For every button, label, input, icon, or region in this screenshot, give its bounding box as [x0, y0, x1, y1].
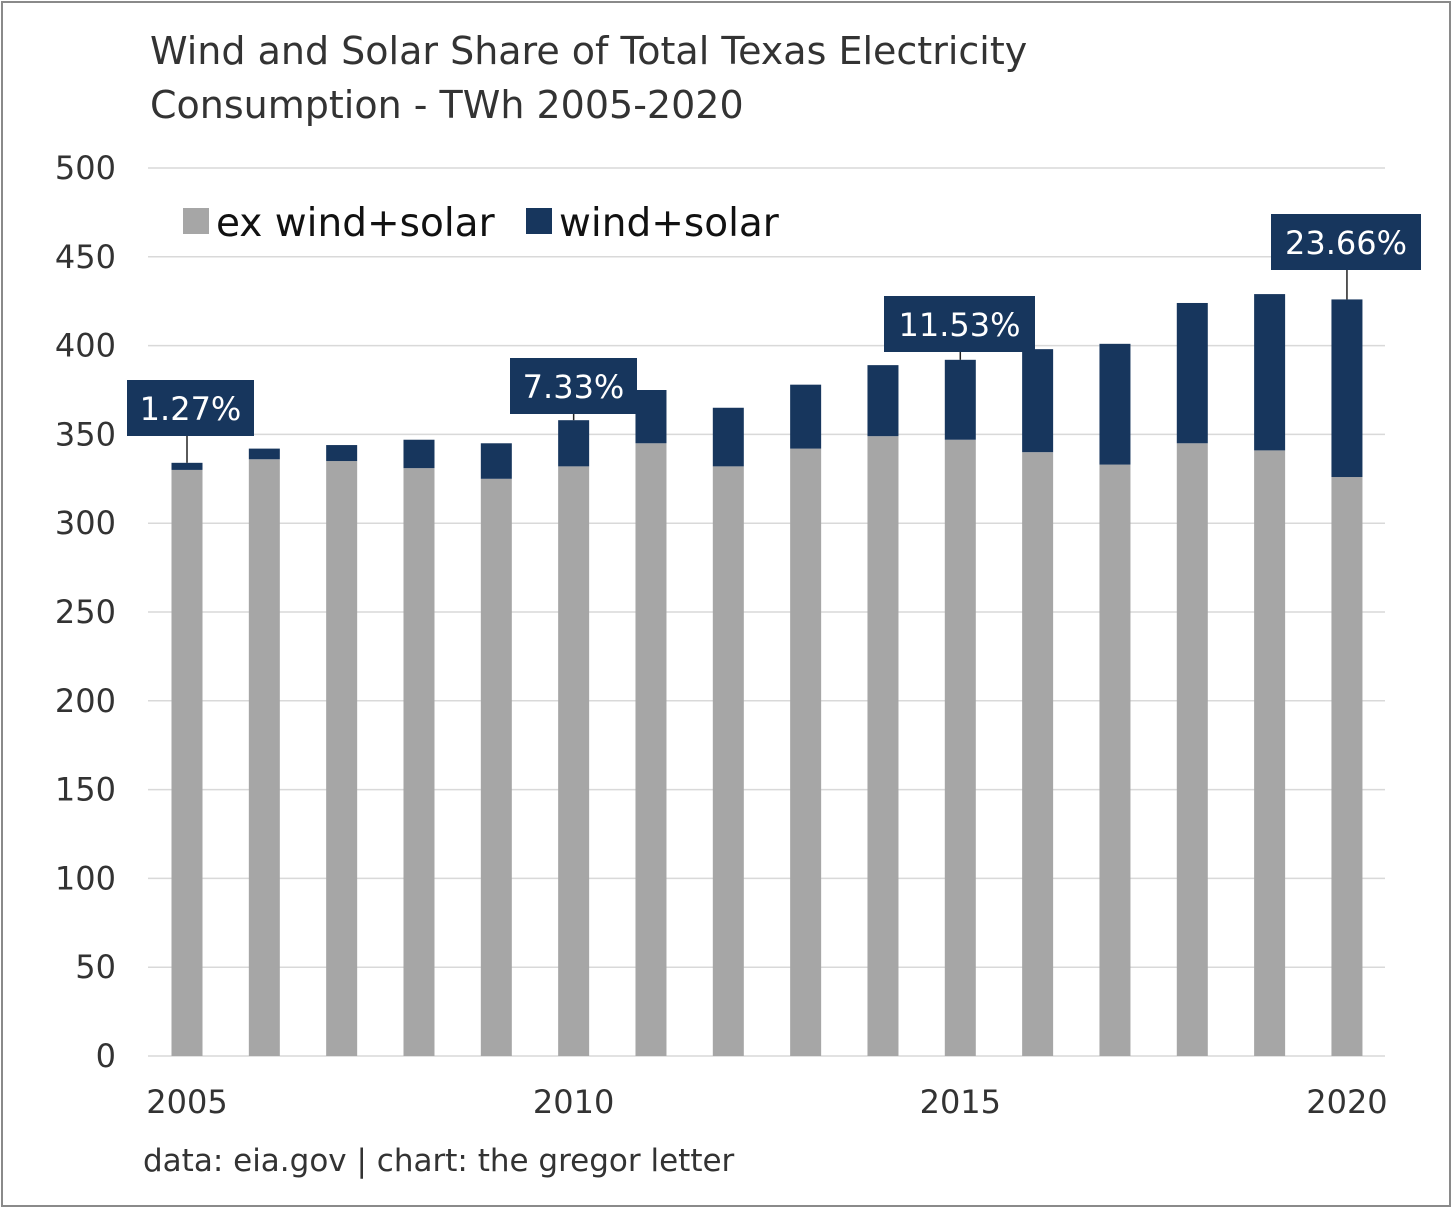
x-tick-label: 2005: [146, 1083, 227, 1121]
bar-wind-solar: [944, 359, 976, 440]
bar-ex-wind-solar: [944, 439, 976, 1056]
callouts: 1.27% 7.33% 11.53% 23.66%: [127, 214, 1421, 463]
bar-ex-wind-solar: [635, 443, 667, 1056]
bar-ex-wind-solar: [1022, 452, 1054, 1056]
bar-ex-wind-solar: [1176, 443, 1208, 1056]
callout-box: [1271, 214, 1421, 270]
bar-ex-wind-solar: [867, 436, 899, 1056]
bar-wind-solar: [326, 445, 358, 462]
bar-ex-wind-solar: [248, 459, 280, 1056]
bar-wind-solar: [1176, 302, 1208, 444]
bar-ex-wind-solar: [790, 448, 822, 1056]
bar-wind-solar: [480, 443, 512, 479]
y-tick-label: 400: [55, 327, 116, 365]
y-tick-label: 500: [55, 149, 116, 187]
legend: ex wind+solar wind+solar: [183, 201, 780, 246]
legend-label: wind+solar: [559, 201, 780, 246]
callout-box: [510, 358, 637, 414]
legend-label: ex wind+solar: [216, 201, 496, 246]
bar-ex-wind-solar: [480, 478, 512, 1056]
bar-ex-wind-solar: [403, 468, 435, 1056]
bar-wind-solar: [1099, 343, 1131, 465]
bar-wind-solar: [403, 439, 435, 469]
bar-wind-solar: [1022, 349, 1054, 453]
x-axis-ticks: 2005 2010 2015 2020: [146, 1083, 1387, 1121]
x-tick-label: 2020: [1306, 1083, 1387, 1121]
bar-ex-wind-solar: [1099, 464, 1131, 1056]
bar-ex-wind-solar: [712, 466, 744, 1056]
bar-wind-solar: [867, 365, 899, 437]
y-tick-label: 50: [75, 948, 116, 986]
bar-ex-wind-solar: [1331, 477, 1363, 1056]
bar-ex-wind-solar: [171, 469, 203, 1056]
callout-label: 1.27%: [140, 390, 242, 428]
bar-wind-solar: [558, 420, 590, 467]
y-tick-label: 250: [55, 593, 116, 631]
bar-wind-solar: [712, 407, 744, 467]
x-tick-label: 2010: [533, 1083, 614, 1121]
bar-ex-wind-solar: [558, 466, 590, 1056]
y-tick-label: 0: [96, 1037, 116, 1075]
bars: [171, 294, 1363, 1056]
bar-wind-solar: [635, 390, 667, 444]
source-note: data: eia.gov | chart: the gregor letter: [143, 1143, 735, 1179]
y-tick-label: 350: [55, 415, 116, 453]
callout-box: [127, 380, 254, 436]
bar-wind-solar: [1254, 294, 1286, 451]
y-tick-label: 300: [55, 504, 116, 542]
bar-ex-wind-solar: [326, 461, 358, 1056]
legend-swatch: [183, 208, 209, 234]
y-tick-label: 450: [55, 238, 116, 276]
bar-ex-wind-solar: [1254, 450, 1286, 1056]
x-tick-label: 2015: [920, 1083, 1001, 1121]
callout-box: [884, 296, 1035, 352]
callout-label: 23.66%: [1285, 224, 1407, 262]
bar-wind-solar: [171, 462, 203, 470]
callout-label: 7.33%: [523, 368, 625, 406]
callout-label: 11.53%: [898, 306, 1020, 344]
chart-title: Wind and Solar Share of Total Texas Elec…: [150, 29, 1028, 127]
y-axis-ticks: 0 50 100 150 200 250 300 350 400 450 500: [55, 149, 116, 1075]
y-tick-label: 200: [55, 682, 116, 720]
y-tick-label: 100: [55, 859, 116, 897]
y-tick-label: 150: [55, 771, 116, 809]
bar-wind-solar: [790, 384, 822, 449]
bar-wind-solar: [1331, 299, 1363, 478]
bar-wind-solar: [248, 448, 280, 460]
legend-swatch: [526, 208, 552, 234]
